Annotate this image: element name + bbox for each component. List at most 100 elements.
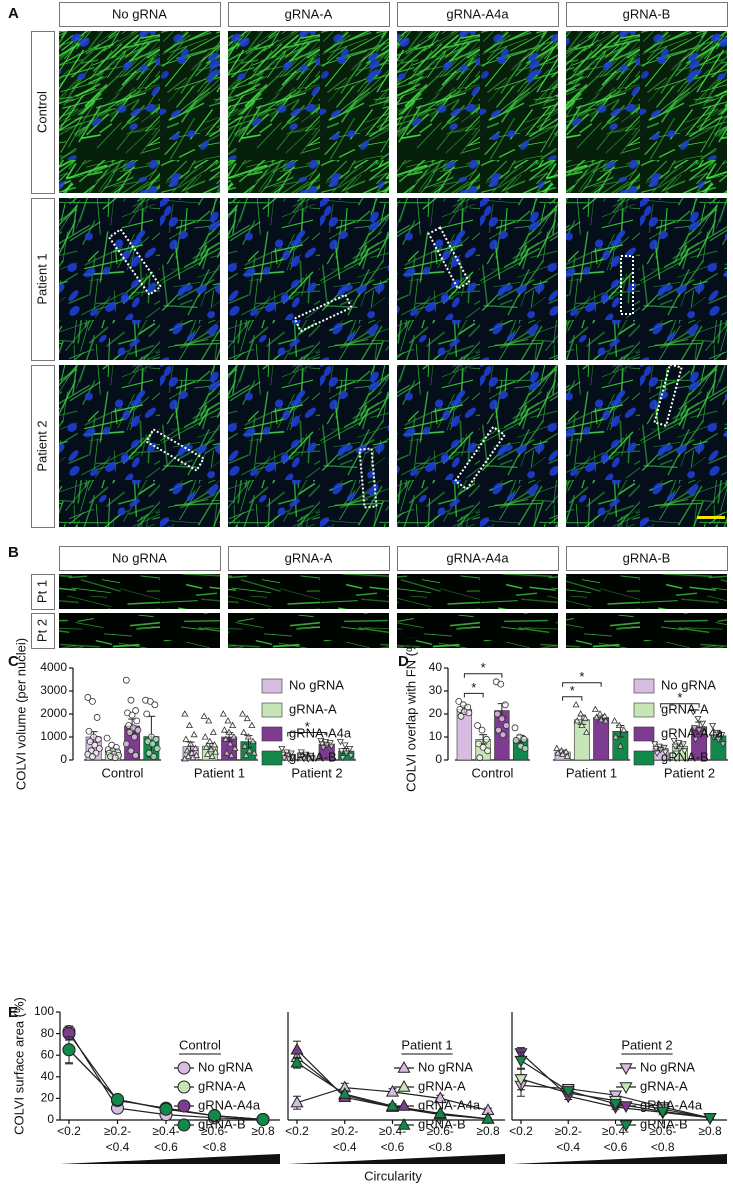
significance-bracket <box>660 703 700 708</box>
significance-star: * <box>677 690 682 705</box>
data-point <box>290 1095 304 1108</box>
y-tick-label: 60 <box>41 1047 55 1061</box>
x-tick-label: Patient 1 <box>194 765 245 780</box>
data-point <box>132 707 140 714</box>
data-point <box>499 731 507 739</box>
data-point <box>616 742 624 749</box>
data-point <box>478 726 486 734</box>
panel-letter: A <box>8 5 19 22</box>
roi-box <box>358 447 378 509</box>
x-tick-label: ≥0.4- <box>602 1124 629 1138</box>
micrograph <box>228 365 389 527</box>
data-point <box>670 738 678 745</box>
data-point <box>653 750 661 757</box>
column-header-box <box>228 2 390 27</box>
data-point <box>572 700 580 708</box>
circularity-wedge <box>512 1154 727 1164</box>
data-point <box>689 709 697 716</box>
data-point <box>651 741 659 748</box>
data-point <box>145 749 153 757</box>
legend-swatch <box>633 678 655 694</box>
data-point <box>714 736 722 744</box>
y-tick-label: 10 <box>429 729 443 743</box>
data-point <box>681 748 689 755</box>
data-point <box>611 717 619 724</box>
data-point <box>205 717 213 724</box>
data-point <box>202 743 210 750</box>
row-header: Pt 2 <box>34 619 49 642</box>
legend-marker <box>177 1061 191 1075</box>
data-point <box>652 746 660 753</box>
data-point <box>341 742 349 749</box>
legend-marker <box>619 1101 633 1114</box>
data-point <box>671 743 679 751</box>
data-point <box>465 709 473 717</box>
data-point <box>455 697 463 705</box>
panel-title: Control <box>179 1037 221 1052</box>
panel-title: Patient 2 <box>621 1037 672 1052</box>
data-point <box>152 735 160 743</box>
data-point <box>111 754 119 762</box>
data-point <box>242 751 250 758</box>
legend-marker <box>397 1079 411 1092</box>
data-point <box>318 741 326 748</box>
legend-marker <box>397 1060 411 1073</box>
legend-swatch <box>261 702 283 718</box>
data-point <box>692 736 700 744</box>
legend-label: gRNA-B <box>418 1116 466 1131</box>
column-header: No gRNA <box>112 6 167 21</box>
significance-bracket <box>463 692 484 698</box>
data-point <box>208 1109 221 1123</box>
legend-marker <box>619 1082 633 1095</box>
row-header-box <box>31 574 55 610</box>
data-point <box>192 751 200 758</box>
column-header: gRNA-A4a <box>446 550 509 565</box>
column-header: gRNA-B <box>623 6 671 21</box>
data-point <box>347 752 355 760</box>
circularity-wedge <box>288 1154 505 1164</box>
y-tick-label: 3000 <box>40 683 67 697</box>
data-point <box>226 740 234 747</box>
legend-label: No gRNA <box>661 677 716 692</box>
legend-marker <box>619 1120 633 1133</box>
x-tick-label: ≥0.6- <box>427 1124 454 1138</box>
data-point <box>554 749 562 756</box>
legend-label: gRNA-A4a <box>289 725 352 740</box>
legend-label: No gRNA <box>418 1059 473 1074</box>
column-header-box <box>566 546 728 571</box>
legend-label: No gRNA <box>289 677 344 692</box>
data-point <box>672 750 680 757</box>
legend-swatch <box>261 726 283 742</box>
row-header-box <box>31 31 55 194</box>
data-point <box>591 705 599 712</box>
data-point <box>150 753 158 760</box>
x-tick-label: <0.6 <box>154 1140 178 1154</box>
data-point <box>694 716 702 723</box>
y-tick-label: 0 <box>435 752 442 766</box>
legend-marker <box>177 1080 191 1094</box>
micrograph <box>566 198 727 360</box>
significance-bracket <box>287 731 328 737</box>
row-header-box <box>31 365 55 528</box>
legend-swatch <box>633 702 655 718</box>
row-header: Pt 1 <box>34 580 49 603</box>
data-point <box>385 1084 400 1097</box>
y-tick-label: 2000 <box>40 706 67 720</box>
data-point <box>615 721 623 728</box>
data-point <box>592 713 600 720</box>
column-header-box <box>566 2 728 27</box>
data-point <box>93 714 101 721</box>
data-point <box>679 741 687 748</box>
data-point <box>304 756 312 763</box>
data-point <box>189 753 197 761</box>
data-point <box>122 676 130 684</box>
column-header-box <box>397 546 559 571</box>
data-point <box>207 745 215 753</box>
data-point <box>209 728 217 735</box>
data-point <box>231 744 239 751</box>
micrograph <box>397 31 558 193</box>
x-tick-label: ≥0.4- <box>152 1124 179 1138</box>
x-tick-label: <0.2 <box>57 1124 81 1138</box>
data-point <box>86 738 94 745</box>
